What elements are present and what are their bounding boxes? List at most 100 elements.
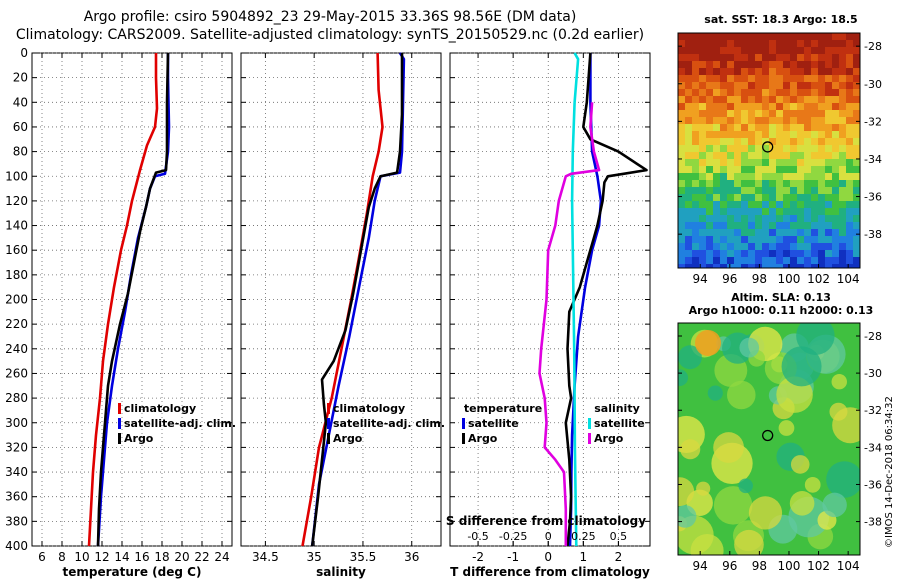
argo-position-marker — [762, 141, 774, 153]
x-tick-label: 1 — [580, 550, 588, 564]
legend-label: Argo — [124, 432, 154, 445]
secondary-tick-label: 0 — [545, 530, 552, 543]
x-tick-label: 35 — [307, 550, 322, 564]
series-line-s-satellite — [570, 52, 580, 547]
latitude-tick-label: -28 — [864, 330, 882, 343]
figure-title-line2: Climatology: CARS2009. Satellite-adjuste… — [15, 27, 645, 43]
argo-position-marker — [762, 429, 774, 442]
depth-tick-label: 0 — [20, 46, 28, 60]
latitude-tick-label: -32 — [864, 115, 882, 128]
secondary-tick-label: 0.5 — [610, 530, 628, 543]
depth-tick-label: 320 — [5, 440, 28, 454]
sla-map-frame — [677, 322, 861, 556]
depth-tick-label: 220 — [5, 317, 28, 331]
x-tick-label: 22 — [194, 550, 209, 564]
longitude-tick-label: 96 — [722, 559, 737, 573]
depth-tick-label: 100 — [5, 169, 28, 183]
latitude-tick-label: -36 — [864, 478, 882, 491]
figure-title-line1: Argo profile: csiro 5904892_23 29-May-20… — [83, 9, 577, 25]
x-tick-label: 2 — [615, 550, 623, 564]
longitude-tick-label: 102 — [807, 559, 830, 573]
legend-swatch — [462, 418, 465, 429]
salinity-axis-label: salinity — [316, 565, 366, 579]
x-tick-label: 8 — [58, 550, 66, 564]
legend-label: Argo — [333, 432, 363, 445]
legend-swatch — [327, 403, 330, 414]
legend-swatch — [118, 433, 121, 444]
secondary-tick-label: 0.25 — [571, 530, 596, 543]
legend-label: climatology — [333, 402, 405, 415]
depth-tick-label: 280 — [5, 391, 28, 405]
x-tick-label: 36 — [404, 550, 419, 564]
legend-swatch — [118, 418, 121, 429]
depth-tick-label: 20 — [13, 71, 28, 85]
x-tick-label: 35.5 — [350, 550, 377, 564]
depth-tick-label: 300 — [5, 416, 28, 430]
legend-swatch — [118, 403, 121, 414]
longitude-tick-label: 98 — [752, 272, 767, 286]
legend-label: satellite-adj. clim. — [124, 417, 236, 430]
longitude-tick-label: 104 — [837, 272, 860, 286]
legend-label: climatology — [124, 402, 196, 415]
x-tick-label: 6 — [38, 550, 46, 564]
sla-map-title: Altim. SLA: 0.13 — [731, 291, 831, 304]
secondary-tick-label: -0.25 — [499, 530, 527, 543]
latitude-tick-label: -38 — [864, 228, 882, 241]
series-line-argo — [310, 53, 404, 547]
latitude-tick-label: -34 — [864, 441, 882, 454]
depth-tick-label: 200 — [5, 293, 28, 307]
longitude-tick-label: 100 — [778, 272, 801, 286]
depth-tick-label: 60 — [13, 120, 28, 134]
legend-label: satellite — [594, 417, 645, 430]
latitude-tick-label: -28 — [864, 40, 882, 53]
depth-tick-label: 340 — [5, 465, 28, 479]
longitude-tick-label: 94 — [693, 559, 708, 573]
series-line-t-argo — [564, 52, 648, 547]
depth-tick-label: 160 — [5, 243, 28, 257]
x-tick-label: 20 — [174, 550, 189, 564]
sla-map-image — [678, 323, 860, 555]
x-tick-label: 16 — [134, 550, 149, 564]
legend-header-temperature: temperature — [464, 402, 542, 415]
latitude-tick-label: -32 — [864, 404, 882, 417]
depth-tick-label: 80 — [13, 145, 28, 159]
depth-tick-label: 180 — [5, 268, 28, 282]
secondary-tick-label: -0.5 — [467, 530, 488, 543]
series-line-climatology — [87, 53, 159, 547]
depth-tick-label: 260 — [5, 366, 28, 380]
difference-axis-label: T difference from climatology — [450, 565, 650, 579]
x-tick-label: 10 — [74, 550, 89, 564]
x-tick-label: -1 — [507, 550, 519, 564]
legend-swatch — [588, 433, 591, 444]
x-tick-label: 34.5 — [252, 550, 279, 564]
series-line-s-argo — [538, 102, 601, 546]
latitude-tick-label: -30 — [864, 78, 882, 91]
depth-tick-label: 400 — [5, 539, 28, 553]
legend-label: Argo — [468, 432, 498, 445]
depth-tick-label: 140 — [5, 219, 28, 233]
sst-map-frame — [677, 32, 861, 269]
latitude-tick-label: -34 — [864, 153, 882, 166]
legend-swatch — [462, 433, 465, 444]
latitude-tick-label: -36 — [864, 191, 882, 204]
depth-tick-label: 380 — [5, 514, 28, 528]
series-line-argo — [96, 52, 170, 547]
depth-tick-label: 120 — [5, 194, 28, 208]
sla-map-subtitle: Argo h1000: 0.11 h2000: 0.13 — [688, 304, 874, 317]
series-line-t-satellite — [568, 53, 603, 547]
legend-swatch — [327, 433, 330, 444]
x-tick-label: 0 — [544, 550, 552, 564]
longitude-tick-label: 102 — [807, 272, 830, 286]
latitude-tick-label: -38 — [864, 516, 882, 529]
legend-swatch — [327, 418, 330, 429]
x-tick-label: 14 — [114, 550, 129, 564]
latitude-tick-label: -30 — [864, 367, 882, 380]
longitude-tick-label: 100 — [778, 559, 801, 573]
x-tick-label: -2 — [472, 550, 484, 564]
longitude-tick-label: 98 — [752, 559, 767, 573]
imos-credit: ©IMOS 14-Dec-2018 06:34:32 — [884, 396, 895, 548]
x-tick-label: 12 — [94, 550, 109, 564]
sst-map-image — [678, 33, 860, 268]
longitude-tick-label: 104 — [837, 559, 860, 573]
